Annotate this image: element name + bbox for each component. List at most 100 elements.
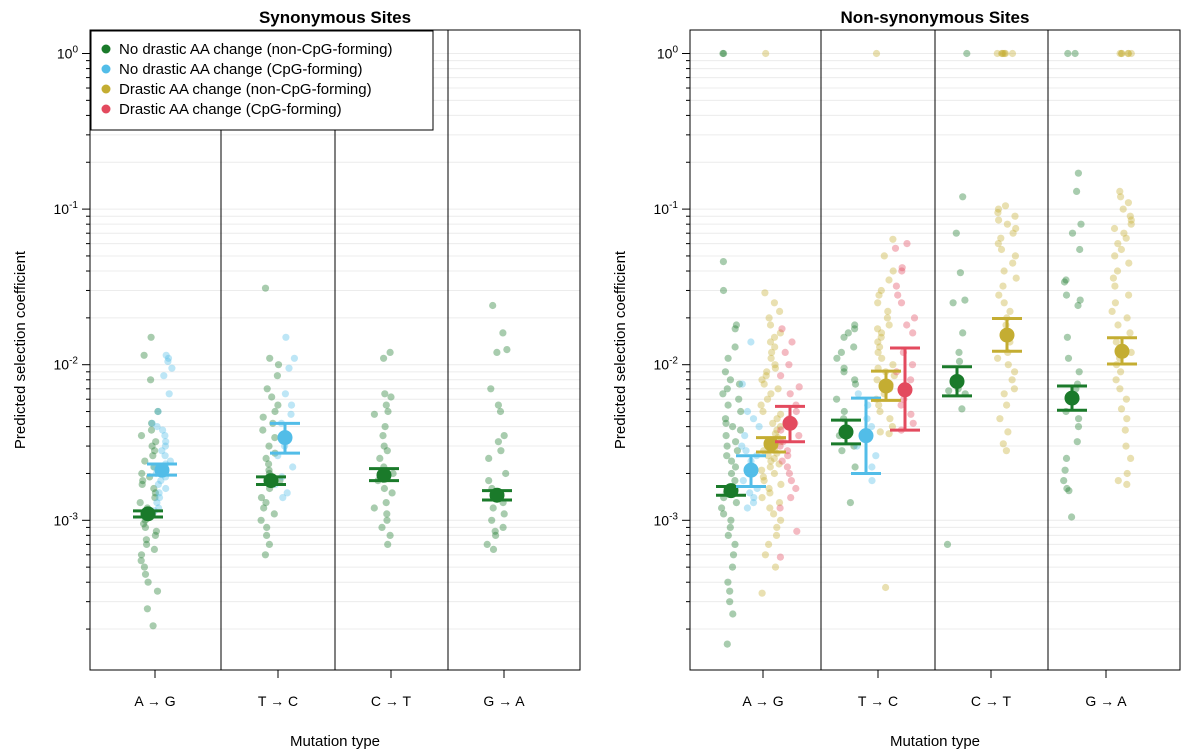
data-point — [273, 372, 281, 380]
data-point — [723, 442, 731, 450]
data-point — [1062, 276, 1070, 284]
data-point — [943, 540, 952, 549]
data-point — [384, 407, 392, 416]
data-point — [287, 401, 296, 409]
data-point — [161, 452, 169, 460]
data-point — [271, 434, 279, 442]
data-point — [1062, 454, 1071, 462]
data-point — [846, 499, 855, 507]
data-point — [763, 368, 771, 376]
data-point — [766, 489, 774, 497]
data-point — [833, 395, 841, 403]
data-point — [880, 252, 888, 260]
data-point — [783, 463, 792, 471]
data-point — [731, 343, 739, 351]
data-point — [876, 407, 884, 416]
data-point — [1119, 205, 1127, 213]
data-point — [1008, 49, 1017, 58]
data-point — [742, 447, 750, 455]
data-point — [770, 333, 779, 341]
plot-frame — [689, 29, 1181, 671]
data-point — [379, 432, 387, 440]
data-point — [958, 405, 966, 413]
data-point — [137, 432, 146, 440]
data-point — [1108, 307, 1116, 315]
data-point — [775, 460, 783, 468]
data-point — [728, 563, 737, 571]
data-point — [162, 351, 170, 359]
data-point — [771, 430, 780, 438]
data-point — [283, 489, 291, 497]
data-point — [151, 531, 159, 540]
data-point — [885, 321, 893, 329]
data-point — [878, 354, 886, 362]
panel-title: Synonymous Sites — [259, 8, 411, 27]
data-point — [773, 415, 781, 423]
data-point — [279, 494, 287, 502]
data-point — [1118, 49, 1126, 58]
data-point — [386, 531, 394, 540]
data-point — [760, 380, 768, 388]
data-point — [1010, 385, 1019, 393]
data-point — [154, 407, 162, 416]
data-point — [767, 457, 775, 465]
data-point — [1062, 291, 1071, 299]
data-point — [154, 407, 162, 416]
data-point — [1109, 274, 1117, 282]
data-point — [370, 504, 378, 512]
mean-point — [838, 424, 854, 440]
data-point — [877, 286, 885, 295]
data-point — [723, 385, 731, 393]
data-point — [994, 240, 1002, 248]
data-point — [726, 598, 734, 606]
data-point — [875, 291, 883, 299]
data-point — [722, 432, 730, 440]
data-point — [759, 473, 768, 481]
data-point — [140, 520, 148, 528]
data-point — [378, 523, 386, 532]
data-point — [289, 463, 297, 471]
data-point — [721, 415, 730, 423]
data-point — [993, 49, 1001, 58]
data-point — [719, 49, 727, 58]
data-point — [956, 269, 965, 277]
data-point — [747, 338, 755, 346]
data-point — [890, 372, 898, 380]
category-separators — [820, 30, 1049, 670]
mean-marker — [890, 346, 920, 432]
data-point — [383, 447, 391, 455]
data-point — [384, 540, 392, 549]
data-point — [776, 553, 785, 561]
data-point — [263, 523, 271, 532]
data-point — [771, 563, 780, 571]
data-point — [763, 395, 772, 403]
data-point — [726, 376, 735, 384]
legend-items: No drastic AA change (non-CpG-forming) No… — [101, 41, 392, 118]
data-point — [1064, 49, 1072, 58]
data-point — [147, 333, 155, 341]
data-point — [833, 354, 841, 362]
data-point — [1000, 299, 1008, 307]
data-point — [788, 338, 796, 346]
y-tick-label: 10-2 — [654, 356, 679, 373]
data-point — [271, 407, 279, 416]
data-point — [765, 314, 773, 322]
data-point — [889, 235, 897, 243]
data-point — [777, 426, 785, 434]
data-point — [489, 545, 498, 554]
data-point — [1001, 202, 1010, 210]
data-point — [1075, 415, 1083, 423]
data-point — [1114, 240, 1122, 248]
data-point — [488, 516, 496, 524]
data-point — [851, 321, 859, 329]
legend-swatch — [101, 84, 111, 94]
data-point — [1111, 299, 1119, 307]
data-point — [738, 442, 746, 450]
data-point — [1011, 212, 1019, 220]
data-point — [1111, 252, 1119, 260]
data-point — [1114, 477, 1122, 485]
data-point — [165, 390, 173, 398]
data-point — [489, 504, 497, 512]
data-point — [731, 540, 739, 549]
